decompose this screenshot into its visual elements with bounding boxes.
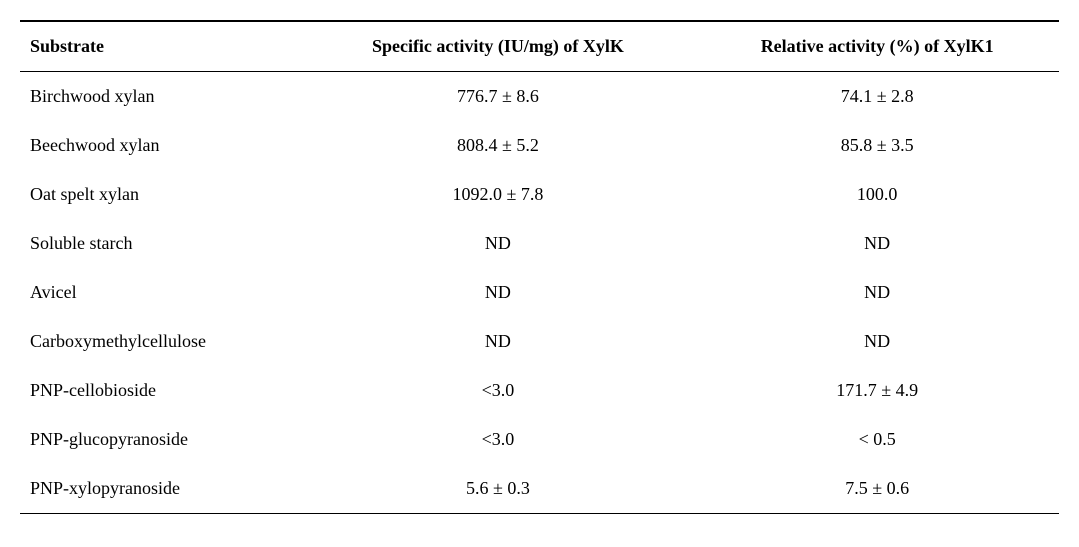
cell-relative-activity: 100.0 [695, 170, 1059, 219]
cell-specific-activity: <3.0 [301, 415, 696, 464]
table-header-row: Substrate Specific activity (IU/mg) of X… [20, 21, 1059, 72]
cell-substrate: PNP-glucopyranoside [20, 415, 301, 464]
cell-relative-activity: 171.7 ± 4.9 [695, 366, 1059, 415]
cell-relative-activity: 74.1 ± 2.8 [695, 72, 1059, 122]
column-header-specific-activity: Specific activity (IU/mg) of XylK [301, 21, 696, 72]
cell-relative-activity: 7.5 ± 0.6 [695, 464, 1059, 514]
table-row: Avicel ND ND [20, 268, 1059, 317]
cell-specific-activity: 776.7 ± 8.6 [301, 72, 696, 122]
table-row: Birchwood xylan 776.7 ± 8.6 74.1 ± 2.8 [20, 72, 1059, 122]
table-body: Birchwood xylan 776.7 ± 8.6 74.1 ± 2.8 B… [20, 72, 1059, 514]
cell-substrate: Avicel [20, 268, 301, 317]
table-row: Oat spelt xylan 1092.0 ± 7.8 100.0 [20, 170, 1059, 219]
column-header-relative-activity: Relative activity (%) of XylK1 [695, 21, 1059, 72]
cell-relative-activity: ND [695, 317, 1059, 366]
cell-substrate: PNP-cellobioside [20, 366, 301, 415]
cell-substrate: Carboxymethylcellulose [20, 317, 301, 366]
cell-relative-activity: 85.8 ± 3.5 [695, 121, 1059, 170]
cell-specific-activity: ND [301, 317, 696, 366]
activity-table: Substrate Specific activity (IU/mg) of X… [20, 20, 1059, 514]
cell-specific-activity: 5.6 ± 0.3 [301, 464, 696, 514]
cell-relative-activity: ND [695, 268, 1059, 317]
cell-relative-activity: < 0.5 [695, 415, 1059, 464]
cell-substrate: Beechwood xylan [20, 121, 301, 170]
table-row: Carboxymethylcellulose ND ND [20, 317, 1059, 366]
table-row: PNP-cellobioside <3.0 171.7 ± 4.9 [20, 366, 1059, 415]
cell-substrate: Soluble starch [20, 219, 301, 268]
cell-specific-activity: 808.4 ± 5.2 [301, 121, 696, 170]
cell-specific-activity: 1092.0 ± 7.8 [301, 170, 696, 219]
table-row: Beechwood xylan 808.4 ± 5.2 85.8 ± 3.5 [20, 121, 1059, 170]
cell-substrate: PNP-xylopyranoside [20, 464, 301, 514]
table-row: PNP-glucopyranoside <3.0 < 0.5 [20, 415, 1059, 464]
table-row: Soluble starch ND ND [20, 219, 1059, 268]
column-header-substrate: Substrate [20, 21, 301, 72]
cell-specific-activity: ND [301, 268, 696, 317]
cell-specific-activity: ND [301, 219, 696, 268]
table-row: PNP-xylopyranoside 5.6 ± 0.3 7.5 ± 0.6 [20, 464, 1059, 514]
cell-specific-activity: <3.0 [301, 366, 696, 415]
cell-relative-activity: ND [695, 219, 1059, 268]
cell-substrate: Birchwood xylan [20, 72, 301, 122]
activity-table-container: Substrate Specific activity (IU/mg) of X… [20, 20, 1059, 514]
cell-substrate: Oat spelt xylan [20, 170, 301, 219]
